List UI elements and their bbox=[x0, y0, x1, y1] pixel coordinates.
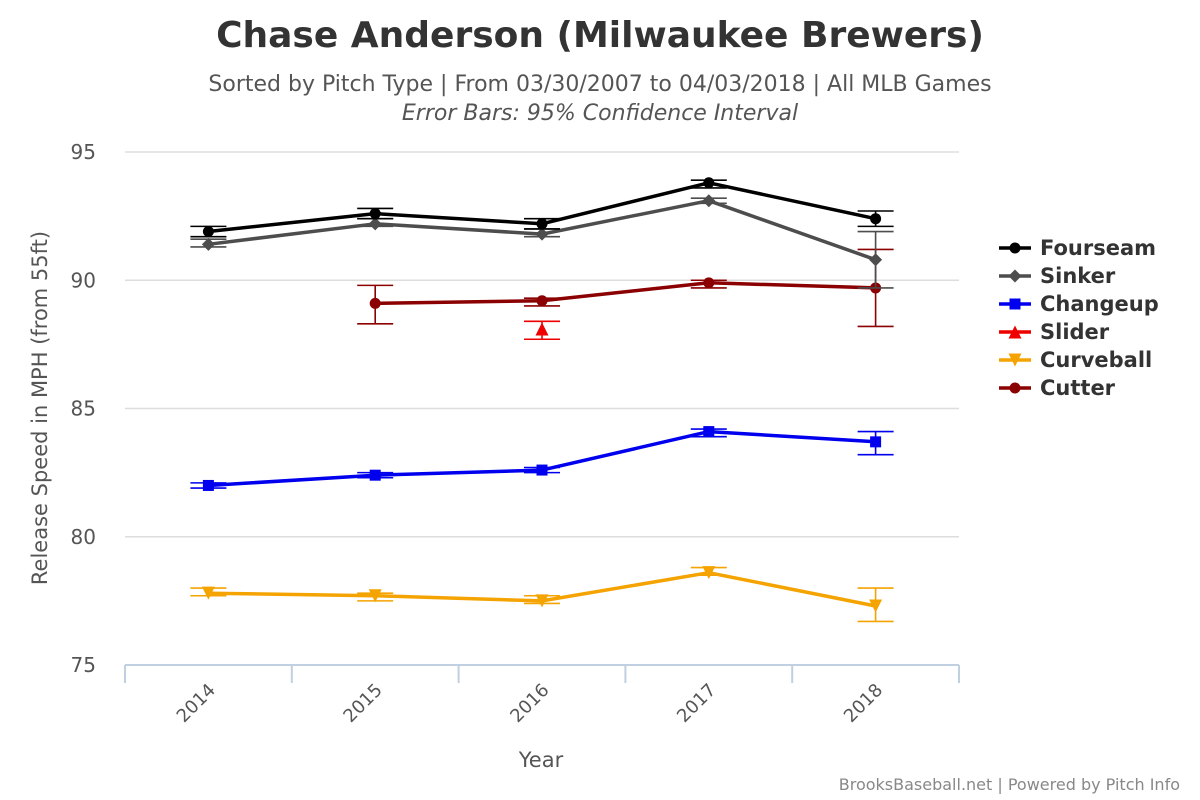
data-point bbox=[369, 297, 381, 309]
legend-item-curveball[interactable]: Curveball bbox=[999, 348, 1152, 372]
legend-marker bbox=[1008, 325, 1022, 339]
data-point bbox=[536, 295, 548, 307]
x-tick-label: 2017 bbox=[673, 680, 720, 727]
x-tick-label: 2018 bbox=[840, 680, 887, 727]
data-point bbox=[368, 589, 382, 603]
legend-label: Cutter bbox=[1040, 376, 1116, 400]
data-point bbox=[369, 469, 381, 481]
legend-label: Slider bbox=[1040, 320, 1110, 344]
legend-item-fourseam[interactable]: Fourseam bbox=[999, 236, 1156, 260]
legend-label: Sinker bbox=[1040, 264, 1116, 288]
series-cutter bbox=[357, 248, 894, 328]
x-tick-label: 2014 bbox=[173, 680, 220, 727]
series-layer bbox=[190, 177, 894, 623]
data-point bbox=[535, 594, 549, 608]
data-point bbox=[369, 208, 381, 220]
credits-text[interactable]: BrooksBaseball.net | Powered by Pitch In… bbox=[839, 775, 1180, 794]
x-tick-label: 2016 bbox=[506, 680, 553, 727]
legend-item-cutter[interactable]: Cutter bbox=[999, 376, 1116, 400]
series-line bbox=[208, 429, 876, 488]
legend-item-sinker[interactable]: Sinker bbox=[999, 264, 1116, 288]
series-slider bbox=[524, 320, 560, 341]
x-tick-label: 2015 bbox=[339, 680, 386, 727]
series-line bbox=[375, 281, 876, 306]
legend: Fourseam Sinker Changeup Slider Curveball Cut… bbox=[999, 236, 1159, 400]
x-axis: 2014 2015 2016 2017 2018 bbox=[124, 664, 960, 727]
legend-item-slider[interactable]: Slider bbox=[999, 320, 1110, 344]
data-point bbox=[870, 213, 882, 225]
data-point bbox=[703, 177, 715, 189]
data-point bbox=[536, 218, 548, 230]
series-sinker bbox=[190, 194, 894, 289]
legend-item-changeup[interactable]: Changeup bbox=[999, 292, 1159, 316]
y-tick-label: 95 bbox=[71, 140, 96, 164]
data-point bbox=[702, 566, 716, 580]
data-point bbox=[201, 586, 215, 600]
data-point bbox=[368, 217, 382, 231]
data-point bbox=[535, 322, 549, 336]
series-changeup bbox=[190, 426, 894, 491]
y-axis-label: Release Speed in MPH (from 55ft) bbox=[28, 231, 52, 585]
data-point bbox=[869, 599, 883, 613]
data-point bbox=[201, 237, 215, 251]
grid-lines bbox=[125, 151, 959, 538]
data-point bbox=[202, 226, 214, 238]
legend-marker bbox=[1009, 298, 1021, 310]
data-point bbox=[870, 436, 882, 448]
y-tick-label: 75 bbox=[71, 653, 96, 677]
legend-marker bbox=[1008, 353, 1022, 367]
y-tick-label: 85 bbox=[71, 397, 96, 421]
y-axis-ticks: 75 80 85 90 95 bbox=[71, 140, 96, 677]
data-point bbox=[702, 194, 716, 208]
legend-marker bbox=[1009, 242, 1021, 254]
data-point bbox=[535, 227, 549, 241]
legend-label: Changeup bbox=[1040, 292, 1159, 316]
data-point bbox=[703, 426, 715, 438]
series-curveball bbox=[190, 566, 894, 623]
legend-label: Fourseam bbox=[1040, 236, 1156, 260]
chart-subtitle: Sorted by Pitch Type | From 03/30/2007 t… bbox=[208, 72, 991, 97]
data-point bbox=[536, 464, 548, 476]
data-point bbox=[202, 479, 214, 491]
data-point bbox=[869, 253, 883, 267]
chart-subtitle-error-bars: Error Bars: 95% Confidence Interval bbox=[402, 101, 798, 126]
legend-label: Curveball bbox=[1040, 348, 1152, 372]
legend-marker bbox=[1008, 269, 1022, 283]
x-axis-label: Year bbox=[518, 748, 564, 772]
series-fourseam bbox=[190, 177, 894, 238]
data-point bbox=[703, 277, 715, 289]
chart-title: Chase Anderson (Milwaukee Brewers) bbox=[216, 15, 984, 56]
legend-marker bbox=[1009, 382, 1021, 394]
y-tick-label: 80 bbox=[71, 525, 96, 549]
y-tick-label: 90 bbox=[71, 268, 96, 292]
